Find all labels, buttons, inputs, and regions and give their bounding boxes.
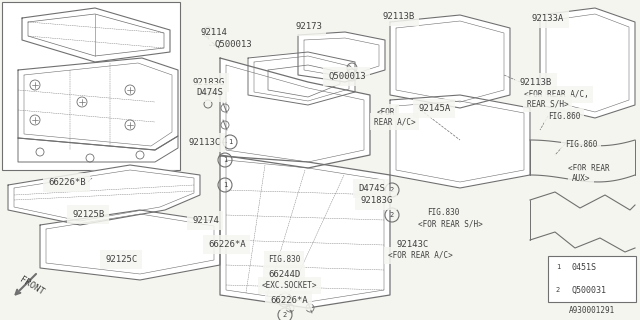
Text: 92125C: 92125C — [105, 255, 137, 264]
Text: 92114: 92114 — [200, 28, 227, 37]
Text: <FOR REAR A/C>: <FOR REAR A/C> — [388, 251, 452, 260]
Text: D474S: D474S — [358, 184, 385, 193]
Polygon shape — [540, 8, 635, 118]
Text: FIG.830: FIG.830 — [268, 255, 300, 264]
Polygon shape — [18, 136, 178, 162]
Text: <FOR REAR: <FOR REAR — [568, 164, 610, 173]
Text: 1: 1 — [223, 182, 227, 188]
Text: 92183G: 92183G — [192, 78, 224, 87]
Polygon shape — [220, 58, 370, 168]
Text: FIG.860: FIG.860 — [565, 140, 597, 149]
Text: FIG.830: FIG.830 — [427, 208, 460, 217]
Text: 2: 2 — [390, 212, 394, 218]
Polygon shape — [40, 210, 220, 280]
Polygon shape — [248, 52, 355, 105]
Bar — [548, 256, 636, 302]
Text: <FOR REAR S/H>: <FOR REAR S/H> — [418, 219, 483, 228]
Text: A930001291: A930001291 — [569, 306, 615, 315]
Text: REAR A/C>: REAR A/C> — [374, 117, 415, 126]
Text: 92133A: 92133A — [532, 14, 564, 23]
Text: <FOR REAR A/C,: <FOR REAR A/C, — [524, 90, 589, 99]
Text: 2: 2 — [390, 187, 394, 193]
Text: 2: 2 — [556, 287, 560, 293]
Text: 92183G: 92183G — [360, 196, 392, 205]
Text: 92173: 92173 — [295, 22, 322, 31]
Polygon shape — [220, 156, 390, 308]
Text: 92145A: 92145A — [418, 104, 451, 113]
Text: 1: 1 — [228, 139, 232, 145]
Text: Q500031: Q500031 — [572, 286, 607, 295]
Polygon shape — [390, 95, 530, 188]
Text: Q500013: Q500013 — [214, 40, 252, 49]
Text: <FOR: <FOR — [377, 108, 396, 117]
Text: 66244D: 66244D — [268, 270, 300, 279]
Polygon shape — [22, 8, 170, 62]
Text: 66226*A: 66226*A — [270, 296, 308, 305]
Text: Q500013: Q500013 — [328, 72, 365, 81]
Text: 0451S: 0451S — [572, 263, 597, 272]
Text: FIG.860: FIG.860 — [548, 112, 580, 121]
Text: 2: 2 — [283, 297, 287, 303]
Polygon shape — [390, 15, 510, 108]
Text: 2: 2 — [283, 312, 287, 318]
Text: D474S: D474S — [196, 88, 223, 97]
Polygon shape — [298, 32, 385, 82]
Text: <EXC.SOCKET>: <EXC.SOCKET> — [262, 281, 317, 290]
Text: 92113B: 92113B — [382, 12, 414, 21]
Text: FRONT: FRONT — [18, 275, 45, 297]
Polygon shape — [18, 58, 178, 150]
Text: 92113C: 92113C — [188, 138, 220, 147]
Text: REAR S/H>: REAR S/H> — [527, 99, 568, 108]
Text: AUX>: AUX> — [572, 174, 591, 183]
Text: 66226*B: 66226*B — [48, 178, 86, 187]
Text: 1: 1 — [556, 264, 560, 270]
Text: 92143C: 92143C — [396, 240, 428, 249]
Text: 92113B: 92113B — [520, 78, 552, 87]
Text: 92174: 92174 — [192, 216, 219, 225]
Polygon shape — [8, 165, 200, 225]
Text: 92125B: 92125B — [72, 210, 104, 219]
Text: 1: 1 — [223, 157, 227, 163]
Text: 66226*A: 66226*A — [208, 240, 246, 249]
Bar — [2, 2, 180, 170]
